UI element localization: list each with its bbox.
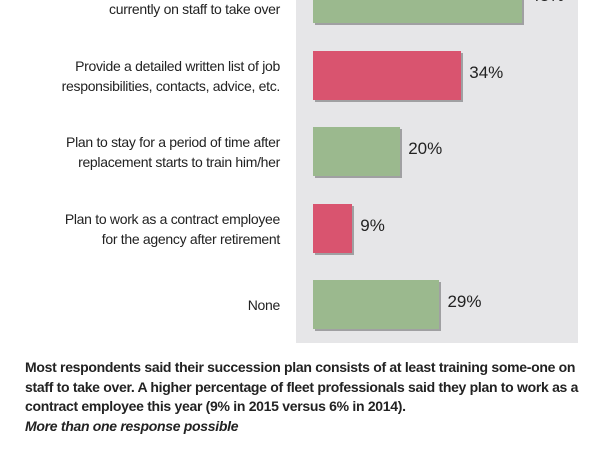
category-label: Plan to stay for a period of time after r…	[0, 132, 280, 172]
bar	[313, 203, 353, 253]
bar	[313, 280, 440, 329]
category-label: Provide a detailed written list of job re…	[0, 56, 281, 96]
category-label-line: for the agency after retirement	[101, 230, 281, 247]
category-label-line: None	[247, 297, 281, 313]
data-label: 34%	[469, 62, 504, 82]
data-label: 48%	[530, 0, 564, 6]
caption: Most respondents said their succession p…	[25, 358, 580, 436]
bar	[313, 127, 401, 176]
category-label: Train someonecurrently on staff to take …	[0, 0, 280, 19]
category-label: None	[0, 295, 281, 315]
category-label-line: replacement starts to train him/her	[78, 154, 280, 170]
category-label-line: responsibilities, contacts, advice, etc.	[61, 77, 281, 94]
data-label: 9%	[360, 215, 385, 235]
caption-note: More than one response possible	[25, 417, 239, 434]
category-label-line: Provide a detailed written list of job	[75, 57, 280, 74]
bar	[313, 0, 523, 23]
caption-text: Most respondents said their succession p…	[25, 359, 579, 414]
category-label-line: Plan to work as a contract employee	[64, 210, 280, 227]
category-label-line: Plan to stay for a period of time after	[66, 134, 280, 150]
data-label: 29%	[447, 292, 482, 311]
category-label-line: currently on staff to take over	[109, 1, 280, 17]
category-label: Plan to work as a contract employee for t…	[0, 209, 280, 249]
bar	[313, 50, 462, 100]
data-label: 20%	[408, 139, 443, 158]
